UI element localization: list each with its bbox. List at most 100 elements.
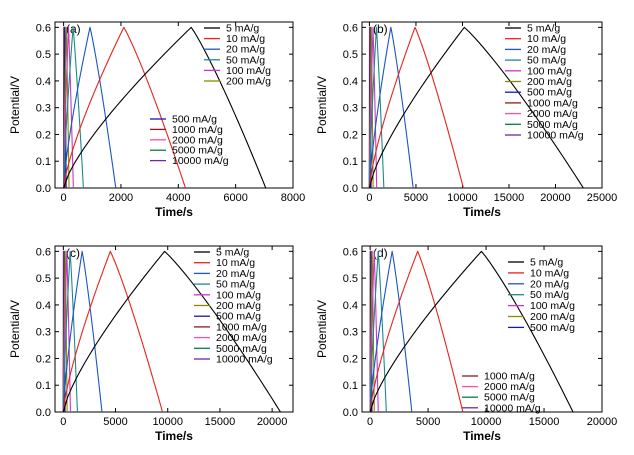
y-tick-label: 0.0 [343, 407, 358, 419]
series-line [369, 250, 464, 412]
legend-label: 10 mA/g [527, 33, 566, 45]
legend-label: 500 mA/g [172, 114, 217, 126]
legend-label: 500 mA/g [216, 311, 261, 323]
plot-frame [54, 21, 294, 189]
legend-label: 5 mA/g [530, 257, 563, 269]
legend-label: 200 mA/g [226, 76, 271, 88]
y-axis-title: Potential/V [8, 300, 22, 358]
legend-label: 5 mA/g [527, 23, 560, 35]
series-line [368, 26, 464, 188]
series-line [368, 26, 374, 188]
legend-label: 1000 mA/g [216, 321, 267, 333]
y-tick-label: 0.2 [343, 353, 358, 365]
series-line [369, 250, 375, 412]
y-tick-label: 0.0 [36, 183, 51, 195]
series-line [62, 250, 164, 412]
series-line [63, 26, 117, 188]
y-tick-label: 0.2 [343, 129, 358, 141]
legend-label: 50 mA/g [530, 289, 569, 301]
y-tick-label: 0.6 [36, 22, 51, 34]
legend-label: 5 mA/g [216, 247, 249, 259]
legend-label: 5000 mA/g [172, 145, 223, 157]
series-line [368, 26, 584, 188]
y-tick-label: 0.1 [343, 380, 358, 392]
x-tick-label: 6000 [223, 192, 247, 204]
x-axis-title: Time/s [463, 429, 501, 443]
y-tick-label: 0.2 [36, 129, 51, 141]
panel-label: (b) [373, 22, 388, 36]
plot-frame [361, 245, 603, 413]
panel-c: 0 5000 10000 15000 20000 0.0 0.1 0.2 0.3 0.4 0.5 0.… [8, 245, 294, 443]
plot-frame [361, 21, 603, 189]
y-tick-label: 0.5 [36, 273, 51, 285]
legend-label: 20 mA/g [216, 268, 255, 280]
series-line [63, 26, 186, 188]
y-axis-title: Potential/V [315, 300, 329, 358]
x-tick-label: 2000 [109, 192, 133, 204]
x-tick-label: 10000 [447, 192, 478, 204]
legend-label: 5000 mA/g [527, 119, 578, 131]
y-tick-label: 0.5 [343, 273, 358, 285]
y-tick-label: 0.0 [343, 183, 358, 195]
y-tick-label: 0.0 [36, 407, 51, 419]
series-line [368, 26, 414, 188]
panel-a: 0 2000 4000 6000 8000 0.0 0.1 0.2 0.3 0.4 0.5 0.6 Ti… [8, 21, 305, 219]
legend-label: 2000 mA/g [484, 381, 535, 393]
x-tick-label: 0 [366, 192, 372, 204]
series-line [63, 26, 267, 188]
legend-label: 1000 mA/g [172, 124, 223, 136]
legend-label: 5000 mA/g [484, 392, 535, 404]
series-line [63, 26, 70, 188]
y-tick-label: 0.3 [36, 103, 51, 115]
x-axis-title: Time/s [155, 205, 193, 219]
legend-label: 50 mA/g [216, 279, 255, 291]
x-tick-label: 25000 [587, 192, 618, 204]
legend-label: 20 mA/g [226, 44, 265, 56]
series-line [63, 26, 74, 188]
x-tick-label: 10000 [471, 416, 502, 428]
x-tick-label: 0 [61, 192, 67, 204]
x-tick-label: 5000 [103, 416, 127, 428]
legend-label: 100 mA/g [527, 65, 572, 77]
y-tick-label: 0.5 [343, 49, 358, 61]
panel-label: (d) [373, 246, 388, 260]
y-tick-label: 0.5 [36, 49, 51, 61]
legend-label: 20 mA/g [530, 278, 569, 290]
y-tick-label: 0.6 [36, 246, 51, 258]
legend-label: 10000 mA/g [216, 354, 273, 366]
x-tick-label: 4000 [166, 192, 190, 204]
legend-label: 20 mA/g [527, 44, 566, 56]
legend-label: 10000 mA/g [484, 402, 541, 414]
legend-label: 100 mA/g [226, 65, 271, 77]
y-tick-label: 0.4 [343, 300, 358, 312]
series-line [369, 250, 379, 412]
x-tick-label: 20000 [587, 416, 618, 428]
y-tick-label: 0.6 [343, 22, 358, 34]
y-tick-label: 0.4 [36, 76, 51, 88]
x-tick-label: 15000 [205, 416, 236, 428]
legend-label: 200 mA/g [216, 300, 261, 312]
series-line [62, 250, 103, 412]
plot-frame [54, 245, 294, 413]
y-tick-label: 0.4 [343, 76, 358, 88]
y-tick-label: 0.1 [343, 156, 358, 168]
x-axis-title: Time/s [155, 429, 193, 443]
x-tick-label: 15000 [494, 192, 525, 204]
series-line [62, 250, 78, 412]
x-tick-label: 5000 [416, 416, 440, 428]
legend-label: 50 mA/g [527, 55, 566, 67]
x-tick-label: 0 [367, 416, 373, 428]
x-tick-label: 8000 [281, 192, 305, 204]
legend-label: 500 mA/g [527, 87, 572, 99]
panel-b: 0 5000 10000 15000 20000 25000 0.0 0.1 0.2 0.3 0.4… [315, 21, 618, 219]
y-tick-label: 0.3 [36, 327, 51, 339]
x-tick-label: 10000 [152, 416, 183, 428]
y-tick-label: 0.3 [343, 327, 358, 339]
y-axis-title: Potential/V [8, 76, 22, 134]
y-tick-label: 0.1 [36, 156, 51, 168]
